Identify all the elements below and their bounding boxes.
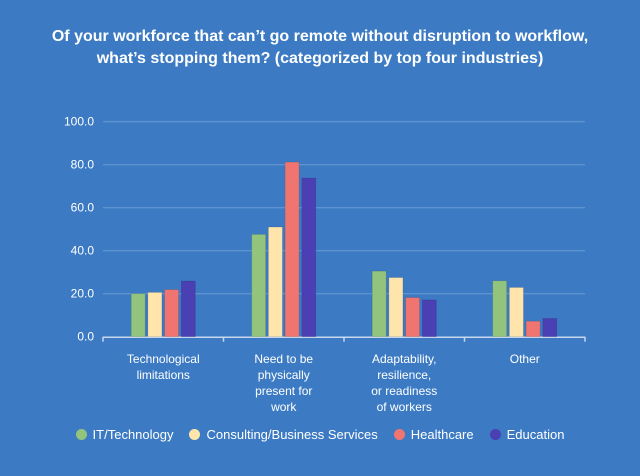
bar-healthcare-2 bbox=[284, 161, 300, 338]
x-tick-label: Other bbox=[510, 352, 540, 366]
y-tick-label: 20.0 bbox=[71, 287, 95, 301]
bar-it-technology-3 bbox=[371, 270, 387, 338]
bar-it-technology-2 bbox=[251, 233, 267, 338]
bar-education-4 bbox=[542, 318, 558, 338]
bar-consulting-business-services-4 bbox=[508, 287, 524, 338]
legend-swatch bbox=[393, 429, 405, 440]
y-tick-label: 80.0 bbox=[71, 158, 95, 172]
bar-education-2 bbox=[301, 177, 317, 338]
x-tick-label: resilience, bbox=[377, 368, 431, 382]
bar-it-technology-1 bbox=[130, 293, 146, 338]
legend-swatch bbox=[189, 429, 201, 440]
x-tick-label: Need to be bbox=[254, 352, 313, 366]
x-tick-label: limitations bbox=[137, 368, 190, 382]
legend-label: Consulting/Business Services bbox=[206, 427, 378, 442]
bar-healthcare-4 bbox=[525, 320, 541, 338]
legend-label: IT/Technology bbox=[92, 427, 174, 442]
x-tick-label: Technological bbox=[127, 352, 200, 366]
x-tick-label: work bbox=[270, 400, 297, 414]
x-tick-label: present for bbox=[255, 384, 312, 398]
title-line: what’s stopping them? (categorized by to… bbox=[96, 50, 544, 67]
x-tick-label: or readiness bbox=[371, 384, 437, 398]
legend-item: Healthcare bbox=[393, 427, 474, 442]
legend: IT/Technology Consulting/Business Service… bbox=[0, 427, 640, 442]
chart-title: Of your workforce that can’t go remote w… bbox=[0, 26, 640, 70]
legend-swatch bbox=[75, 429, 87, 440]
bar-healthcare-3 bbox=[405, 297, 421, 338]
x-tick-label: of workers bbox=[377, 400, 432, 414]
y-tick-label: 40.0 bbox=[71, 244, 95, 258]
legend-swatch bbox=[489, 429, 501, 440]
y-tick-label: 0.0 bbox=[77, 330, 94, 344]
bar-healthcare-1 bbox=[164, 289, 180, 338]
x-tick-label: physically bbox=[258, 368, 310, 382]
bar-education-3 bbox=[421, 299, 437, 338]
bar-education-1 bbox=[180, 280, 196, 338]
y-tick-label: 60.0 bbox=[71, 201, 95, 215]
legend-label: Healthcare bbox=[410, 427, 474, 442]
title-line: Of your workforce that can’t go remote w… bbox=[51, 28, 589, 45]
legend-item: IT/Technology bbox=[75, 427, 174, 442]
legend-item: Consulting/Business Services bbox=[189, 427, 378, 442]
y-tick-label: 100.0 bbox=[64, 115, 94, 129]
bar-it-technology-4 bbox=[492, 280, 508, 338]
bar-consulting-business-services-3 bbox=[388, 277, 404, 338]
bar-consulting-business-services-2 bbox=[267, 226, 283, 338]
x-tick-label: Adaptability, bbox=[372, 352, 436, 366]
legend-label: Education bbox=[506, 427, 565, 442]
bar-consulting-business-services-1 bbox=[147, 292, 163, 338]
legend-item: Education bbox=[489, 427, 565, 442]
